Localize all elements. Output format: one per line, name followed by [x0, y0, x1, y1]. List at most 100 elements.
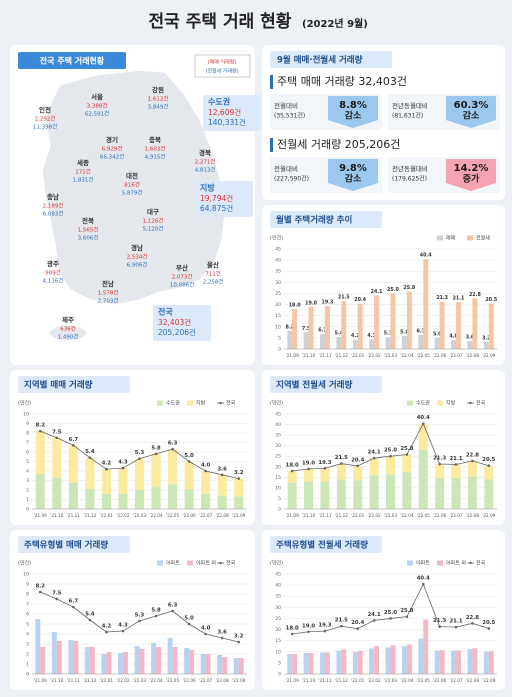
summary-item-label: 전년동월대비 — [392, 101, 428, 110]
legend-dot — [469, 561, 472, 565]
data-label: 5.0 — [433, 331, 442, 337]
line-point — [438, 625, 441, 628]
region-sale: 711건 — [205, 271, 221, 278]
y-tick-label: 40 — [275, 258, 281, 264]
y-tick-label: 10 — [23, 412, 29, 418]
line-point — [372, 456, 376, 460]
x-tick-label: '22.03 — [133, 513, 146, 518]
region-name: 강원 — [152, 85, 164, 94]
summary-group-label: 주택 매매 거래량 32,403건 — [277, 75, 407, 88]
region-sale: 1,603건 — [145, 146, 166, 153]
data-label: 5.3 — [384, 331, 393, 337]
region-name: 부산 — [176, 263, 188, 272]
data-label: 4.3 — [118, 460, 128, 466]
bar — [234, 496, 244, 509]
bar — [483, 651, 489, 674]
summary-group-bar — [270, 138, 273, 152]
bar — [184, 648, 190, 674]
line-point — [237, 477, 241, 480]
bar — [292, 654, 298, 674]
line-point — [471, 459, 474, 463]
bar — [423, 619, 429, 674]
y-tick-label: 10 — [275, 485, 281, 491]
chart-title: 월별 주택거래량 추이 — [276, 215, 352, 226]
data-label: 3.2 — [482, 335, 491, 341]
line-point — [323, 466, 327, 470]
legend-swatch — [157, 400, 163, 406]
region-rent: 1,831건 — [73, 177, 94, 184]
y-tick-label: 10 — [23, 572, 29, 578]
unit-label: (만건) — [270, 560, 283, 567]
line-point — [171, 609, 174, 613]
line-point — [323, 629, 327, 633]
data-label: 7.5 — [302, 326, 311, 332]
x-tick-label: '22.05 — [166, 678, 179, 683]
line-point — [187, 460, 191, 463]
region-name: 광주 — [47, 259, 59, 268]
bar — [439, 301, 445, 349]
bar — [106, 652, 112, 674]
region-name: 수도권 — [208, 97, 230, 107]
region-rent: 4,116건 — [43, 278, 64, 285]
x-tick-label: '22.01 — [351, 513, 364, 518]
bar — [233, 658, 239, 674]
region-highlight — [195, 181, 253, 217]
y-tick-label: 15 — [275, 475, 281, 481]
region-name: 충남 — [47, 192, 59, 201]
bar — [385, 337, 391, 349]
data-label: 3.6 — [466, 335, 475, 341]
x-tick-label: '22.03 — [133, 678, 146, 683]
y-tick-label: 15 — [275, 313, 281, 319]
bar — [418, 335, 424, 349]
region-sale: 1,565건 — [78, 227, 99, 234]
y-tick-label: 8 — [26, 431, 29, 437]
data-label: 18.0 — [289, 303, 301, 309]
y-tick-label: 20 — [275, 464, 281, 470]
region-rent: 2,258건 — [203, 279, 224, 286]
bar — [357, 650, 363, 674]
x-tick-label: '22.09 — [482, 513, 495, 518]
data-label: 5.8 — [151, 608, 161, 614]
x-tick-label: '22.06 — [183, 678, 196, 683]
data-label: 20.5 — [482, 457, 495, 463]
data-label: 19.3 — [318, 460, 331, 466]
region-sale: 2,292건 — [35, 116, 56, 123]
x-tick-label: '22.01 — [351, 353, 364, 358]
data-label: 3.2 — [234, 470, 244, 476]
summary-item-label: 전년동월대비 — [392, 164, 428, 173]
bar — [73, 641, 79, 674]
legend-dot — [219, 401, 222, 405]
bar — [353, 480, 363, 509]
legend-dot — [219, 561, 222, 565]
data-label: 7.5 — [52, 591, 62, 597]
x-tick-label: '22.06 — [433, 678, 446, 683]
y-tick-label: 5 — [278, 496, 281, 502]
bar — [341, 649, 347, 674]
x-tick-label: '22.01 — [100, 678, 113, 683]
bar — [122, 652, 128, 674]
x-tick-label: '21.09 — [34, 678, 47, 683]
line-point — [421, 422, 425, 426]
summary-item-change: 9.8% — [339, 163, 367, 174]
y-tick-label: 9 — [26, 421, 29, 427]
bar — [303, 332, 309, 349]
bar — [101, 493, 111, 509]
page-date: (2022년 9월) — [302, 17, 368, 30]
data-label: 4.3 — [367, 333, 376, 339]
data-label: 40.4 — [417, 576, 430, 582]
summary-group-label: 전월세 거래량 205,206건 — [277, 138, 400, 151]
bar — [451, 650, 457, 674]
x-tick-label: '22.01 — [100, 513, 113, 518]
summary-item-arrow — [328, 96, 378, 128]
bar — [35, 431, 45, 474]
data-label: 18.0 — [286, 626, 299, 632]
region-name: 제주 — [62, 315, 74, 324]
region-rent: 6,906건 — [127, 262, 148, 269]
chart-title: 주택유형별 전월세 거래량 — [276, 540, 368, 551]
x-tick-label: '22.07 — [449, 513, 462, 518]
region-sale: 1,126건 — [143, 218, 164, 225]
data-label: 20.4 — [351, 620, 364, 626]
region-name: 대전 — [126, 171, 138, 180]
line-point — [88, 456, 92, 460]
bar — [484, 479, 494, 509]
